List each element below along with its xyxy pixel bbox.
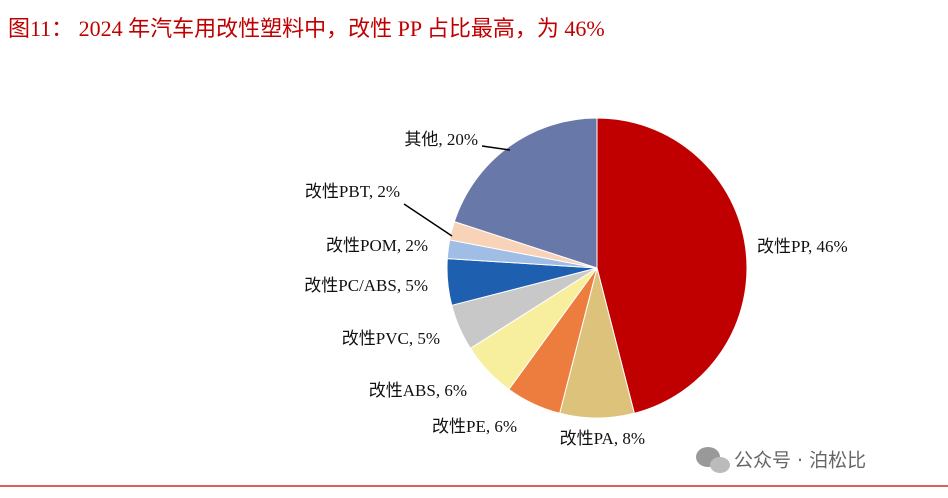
slice-label: 改性PBT, 2% bbox=[305, 182, 400, 201]
slice-label: 改性PE, 6% bbox=[432, 417, 517, 436]
slice-label: 其他, 20% bbox=[404, 130, 478, 149]
slice-label: 改性ABS, 6% bbox=[369, 381, 467, 400]
slice-label: 改性PA, 8% bbox=[560, 429, 645, 448]
leader-line bbox=[481, 145, 511, 151]
slice-label: 改性PVC, 5% bbox=[342, 329, 440, 348]
watermark-icon bbox=[696, 447, 730, 473]
leader-line bbox=[403, 203, 453, 237]
pie-slice bbox=[596, 117, 748, 414]
slice-label: 改性POM, 2% bbox=[326, 236, 428, 255]
slice-label: 改性PC/ABS, 5% bbox=[304, 276, 428, 295]
pie-slice bbox=[453, 117, 598, 269]
chart-title: 图11： 2024 年汽车用改性塑料中，改性 PP 占比最高，为 46% bbox=[8, 16, 605, 41]
slice-label: 改性PP, 46% bbox=[757, 237, 848, 256]
watermark: 公众号 · 泊松比 bbox=[734, 450, 866, 472]
